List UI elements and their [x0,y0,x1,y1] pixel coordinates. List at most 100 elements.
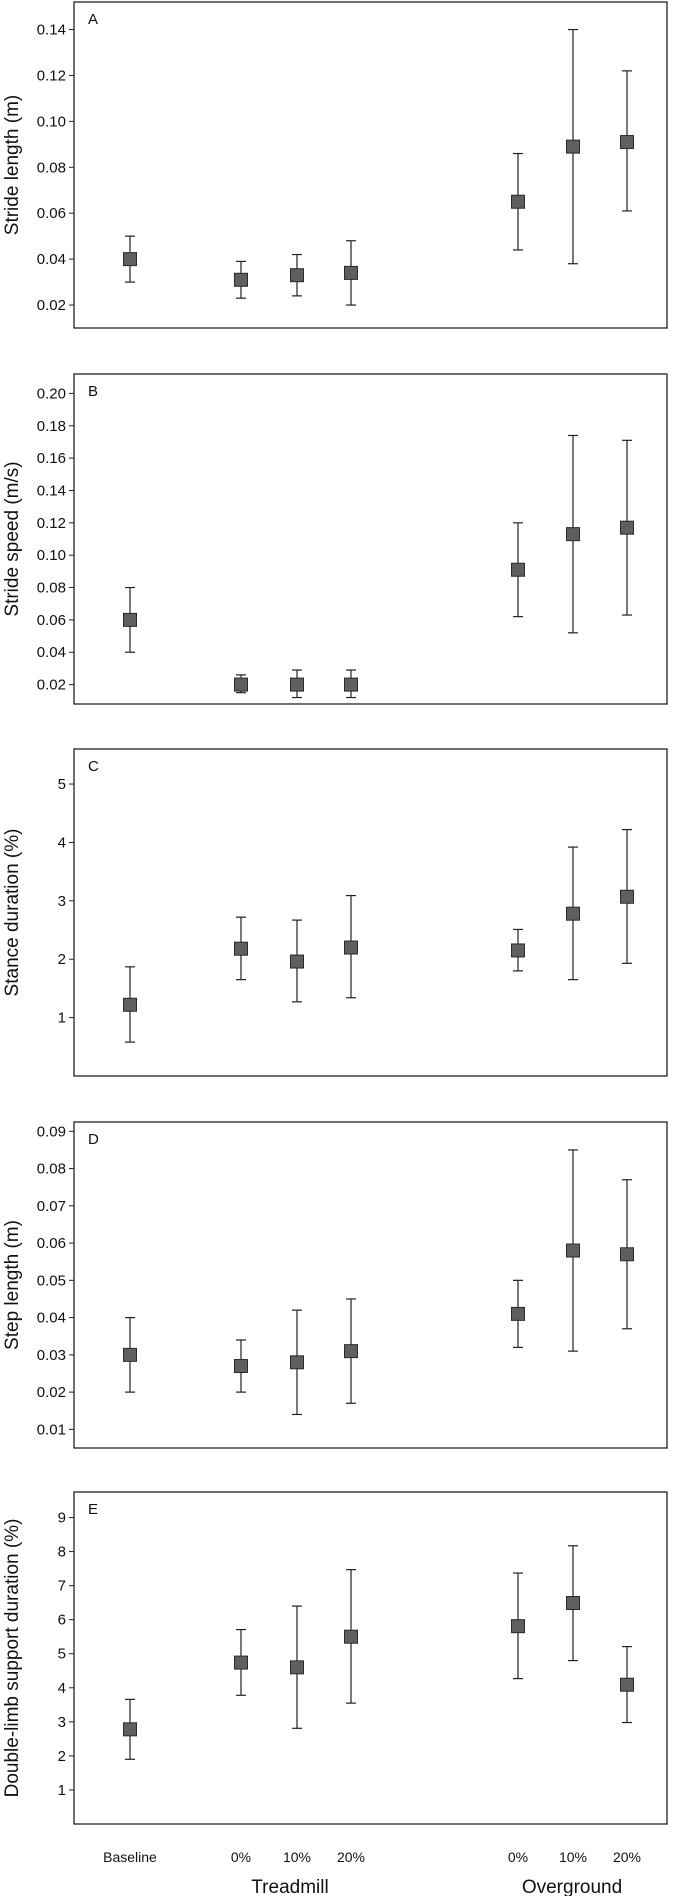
data-point [234,674,248,694]
y-tick-label: 0.02 [37,677,66,694]
y-tick-label: 0.12 [37,67,66,84]
category-label-overground-0: 0% [508,1849,528,1865]
data-point [290,1605,304,1729]
mean-marker [290,1660,304,1675]
category-label-baseline: Baseline [103,1849,157,1865]
y-tick-label: 0.10 [37,113,66,130]
y-tick-label: 7 [58,1578,66,1595]
y-tick-label: 6 [58,1612,66,1629]
data-point [234,1628,248,1696]
mean-marker [511,194,525,209]
panel-letter: D [88,1131,99,1148]
panel-letter: B [88,383,98,400]
mean-marker [620,889,634,904]
category-label-treadmill-10: 10% [283,1849,311,1865]
y-tick-label: 0.06 [37,1235,66,1252]
data-point [344,669,358,699]
y-tick-label: 2 [58,951,66,968]
data-point [123,1316,137,1393]
panel-a: 0.02 0.04 0.06 0.08 0.10 0.12 0.14 A Stride leng… [2,1,668,329]
panel-letter: A [88,11,98,28]
y-tick-label: 0.09 [37,1123,66,1140]
mean-marker [234,1655,248,1670]
y-tick-label: 5 [58,1646,66,1663]
mean-marker [511,562,525,577]
group-label-overground: Overground [522,1877,622,1896]
y-tick-label: 0.04 [37,251,66,268]
mean-marker [344,1344,358,1359]
y-tick-label: 0.14 [37,482,66,499]
mean-marker [566,139,580,154]
y-tick-label: 3 [58,1714,66,1731]
data-point [234,260,248,299]
plot-frame [73,748,668,1077]
data-point [511,522,525,618]
mean-marker [566,906,580,921]
data-point [123,1698,137,1760]
mean-marker [620,520,634,535]
mean-marker [620,135,634,150]
data-point [234,916,248,981]
y-tick-label: 0.02 [37,297,66,314]
mean-marker [566,527,580,542]
mean-marker [290,268,304,283]
panel-letter: E [88,1501,98,1518]
y-tick-label: 0.02 [37,1384,66,1401]
data-point [123,235,137,283]
y-tick-label: 0.08 [37,580,66,597]
mean-marker [290,1355,304,1370]
y-tick-label: 0.08 [37,1161,66,1178]
y-tick-label: 0.04 [37,1310,66,1327]
plot-frame [73,1491,668,1825]
plot-frame [73,1,668,329]
mean-marker [511,943,525,958]
y-tick-label: 0.01 [37,1421,66,1438]
data-point [344,1569,358,1704]
mean-marker [234,941,248,956]
y-tick-label: 0.05 [37,1272,66,1289]
data-point [566,28,580,265]
mean-marker [234,1359,248,1374]
panel-e: 1 2 3 4 5 6 7 8 9 E Double-limb support duration (… [2,1491,668,1825]
category-label-treadmill-0: 0% [231,1849,251,1865]
mean-marker [123,612,137,627]
mean-marker [620,1677,634,1692]
y-tick-label: 0.06 [37,205,66,222]
mean-marker [344,940,358,955]
data-point [620,1179,634,1330]
mean-marker [123,1347,137,1362]
y-tick-label: 0.14 [37,22,66,39]
data-point [620,1645,634,1724]
data-point [290,253,304,297]
mean-marker [620,1247,634,1262]
y-tick-label: 0.20 [37,385,66,402]
data-point [511,1279,525,1349]
y-axis-title: Double-limb support duration (%) [2,1519,23,1798]
x-axis-labels: Baseline 0% 10% 20% 0% 10% 20% [103,1849,641,1865]
y-tick-label: 0.16 [37,450,66,467]
data-point [123,586,137,653]
data-point [234,1339,248,1393]
y-tick-label: 0.06 [37,612,66,629]
mean-marker [234,272,248,287]
y-tick-label: 1 [58,1782,66,1799]
panel-b: 0.02 0.04 0.06 0.08 0.10 0.12 0.14 0.16 0.18 0.20… [2,373,668,705]
data-point [123,966,137,1043]
y-tick-label: 2 [58,1748,66,1765]
plot-frame [73,1121,668,1449]
y-tick-label: 5 [58,776,66,793]
y-axis-title: Stride length (m) [2,95,23,235]
y-tick-label: 4 [58,834,66,851]
mean-marker [234,677,248,692]
mean-marker [566,1243,580,1258]
data-point [620,439,634,616]
y-tick-label: 9 [58,1510,66,1527]
mean-marker [511,1619,525,1634]
data-point [566,846,580,981]
y-axis-title: Stance duration (%) [2,829,23,997]
group-label-treadmill: Treadmill [251,1877,328,1896]
mean-marker [344,265,358,280]
y-axis-title: Stride speed (m/s) [2,461,23,616]
group-labels-svg: Treadmill Overground [251,1877,622,1896]
